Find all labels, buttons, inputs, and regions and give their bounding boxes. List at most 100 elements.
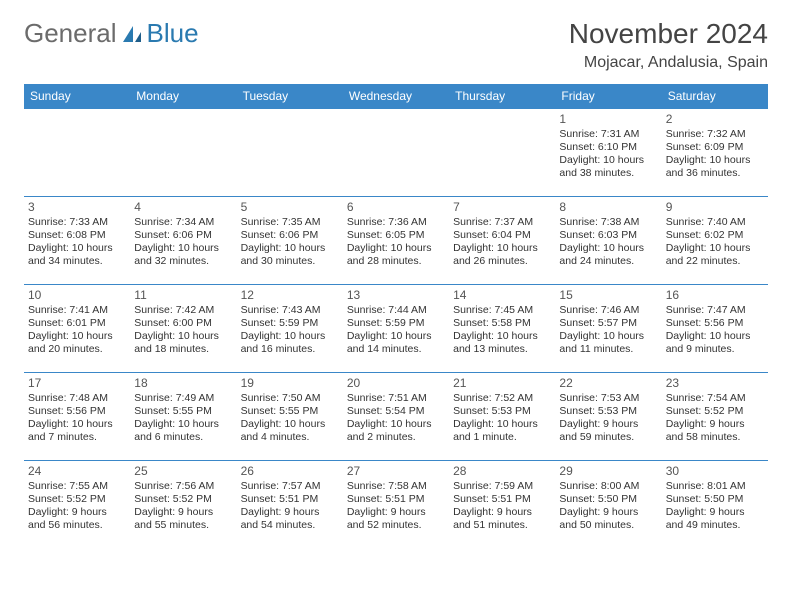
cell-line: Daylight: 10 hours and 16 minutes. — [241, 330, 339, 356]
day-number: 16 — [666, 288, 764, 303]
calendar-cell: 9Sunrise: 7:40 AMSunset: 6:02 PMDaylight… — [662, 197, 768, 285]
cell-line: Daylight: 10 hours and 6 minutes. — [134, 418, 232, 444]
cell-line: Sunset: 5:50 PM — [666, 493, 764, 506]
day-number: 5 — [241, 200, 339, 215]
cell-line: Sunset: 6:01 PM — [28, 317, 126, 330]
day-header: Monday — [130, 84, 236, 109]
calendar-cell: 2Sunrise: 7:32 AMSunset: 6:09 PMDaylight… — [662, 109, 768, 197]
cell-line: Daylight: 10 hours and 24 minutes. — [559, 242, 657, 268]
day-header: Thursday — [449, 84, 555, 109]
day-number: 21 — [453, 376, 551, 391]
calendar-week: 10Sunrise: 7:41 AMSunset: 6:01 PMDayligh… — [24, 285, 768, 373]
day-number: 1 — [559, 112, 657, 127]
cell-line: Sunset: 5:56 PM — [666, 317, 764, 330]
cell-line: Daylight: 9 hours and 58 minutes. — [666, 418, 764, 444]
day-number: 9 — [666, 200, 764, 215]
calendar-cell: 28Sunrise: 7:59 AMSunset: 5:51 PMDayligh… — [449, 461, 555, 549]
calendar-cell — [237, 109, 343, 197]
day-number: 13 — [347, 288, 445, 303]
cell-line: Sunset: 5:56 PM — [28, 405, 126, 418]
day-header: Sunday — [24, 84, 130, 109]
day-number: 27 — [347, 464, 445, 479]
day-number: 2 — [666, 112, 764, 127]
day-number: 30 — [666, 464, 764, 479]
calendar-cell: 29Sunrise: 8:00 AMSunset: 5:50 PMDayligh… — [555, 461, 661, 549]
cell-line: Sunrise: 7:47 AM — [666, 304, 764, 317]
day-number: 22 — [559, 376, 657, 391]
day-number: 15 — [559, 288, 657, 303]
calendar-cell — [343, 109, 449, 197]
cell-line: Sunset: 6:10 PM — [559, 141, 657, 154]
cell-line: Sunset: 5:52 PM — [28, 493, 126, 506]
calendar-cell: 13Sunrise: 7:44 AMSunset: 5:59 PMDayligh… — [343, 285, 449, 373]
cell-line: Sunset: 6:09 PM — [666, 141, 764, 154]
cell-line: Daylight: 10 hours and 14 minutes. — [347, 330, 445, 356]
day-header: Tuesday — [237, 84, 343, 109]
cell-line: Sunrise: 7:50 AM — [241, 392, 339, 405]
cell-line: Sunrise: 7:32 AM — [666, 128, 764, 141]
day-number: 17 — [28, 376, 126, 391]
cell-line: Sunrise: 7:35 AM — [241, 216, 339, 229]
header: General Blue November 2024 Mojacar, Anda… — [24, 18, 768, 72]
day-number: 10 — [28, 288, 126, 303]
cell-line: Sunrise: 7:53 AM — [559, 392, 657, 405]
cell-line: Daylight: 10 hours and 22 minutes. — [666, 242, 764, 268]
cell-line: Sunrise: 7:34 AM — [134, 216, 232, 229]
cell-line: Sunrise: 7:33 AM — [28, 216, 126, 229]
calendar-week: 17Sunrise: 7:48 AMSunset: 5:56 PMDayligh… — [24, 373, 768, 461]
cell-line: Daylight: 9 hours and 59 minutes. — [559, 418, 657, 444]
cell-line: Sunrise: 7:43 AM — [241, 304, 339, 317]
cell-line: Daylight: 9 hours and 52 minutes. — [347, 506, 445, 532]
cell-line: Sunset: 6:08 PM — [28, 229, 126, 242]
cell-line: Sunrise: 7:56 AM — [134, 480, 232, 493]
calendar-cell: 12Sunrise: 7:43 AMSunset: 5:59 PMDayligh… — [237, 285, 343, 373]
calendar-grid: SundayMondayTuesdayWednesdayThursdayFrid… — [24, 84, 768, 549]
cell-line: Sunrise: 7:36 AM — [347, 216, 445, 229]
cell-line: Sunrise: 7:46 AM — [559, 304, 657, 317]
cell-line: Sunset: 5:53 PM — [559, 405, 657, 418]
cell-line: Daylight: 10 hours and 36 minutes. — [666, 154, 764, 180]
calendar-cell: 6Sunrise: 7:36 AMSunset: 6:05 PMDaylight… — [343, 197, 449, 285]
cell-line: Daylight: 9 hours and 49 minutes. — [666, 506, 764, 532]
cell-line: Daylight: 10 hours and 20 minutes. — [28, 330, 126, 356]
cell-line: Sunset: 6:06 PM — [241, 229, 339, 242]
calendar-cell: 22Sunrise: 7:53 AMSunset: 5:53 PMDayligh… — [555, 373, 661, 461]
day-number: 18 — [134, 376, 232, 391]
cell-line: Sunrise: 7:49 AM — [134, 392, 232, 405]
cell-line: Daylight: 10 hours and 32 minutes. — [134, 242, 232, 268]
calendar-cell: 8Sunrise: 7:38 AMSunset: 6:03 PMDaylight… — [555, 197, 661, 285]
cell-line: Daylight: 9 hours and 55 minutes. — [134, 506, 232, 532]
day-number: 26 — [241, 464, 339, 479]
cell-line: Sunset: 5:59 PM — [241, 317, 339, 330]
cell-line: Sunset: 5:55 PM — [241, 405, 339, 418]
cell-line: Sunset: 5:58 PM — [453, 317, 551, 330]
month-title: November 2024 — [569, 18, 768, 50]
calendar-cell: 7Sunrise: 7:37 AMSunset: 6:04 PMDaylight… — [449, 197, 555, 285]
cell-line: Daylight: 10 hours and 13 minutes. — [453, 330, 551, 356]
cell-line: Sunset: 6:02 PM — [666, 229, 764, 242]
cell-line: Sunset: 5:55 PM — [134, 405, 232, 418]
cell-line: Daylight: 10 hours and 2 minutes. — [347, 418, 445, 444]
cell-line: Sunrise: 7:40 AM — [666, 216, 764, 229]
cell-line: Sunrise: 7:31 AM — [559, 128, 657, 141]
cell-line: Sunset: 5:54 PM — [347, 405, 445, 418]
calendar-cell — [24, 109, 130, 197]
calendar-cell — [130, 109, 236, 197]
cell-line: Sunset: 5:59 PM — [347, 317, 445, 330]
calendar-cell: 14Sunrise: 7:45 AMSunset: 5:58 PMDayligh… — [449, 285, 555, 373]
day-number: 14 — [453, 288, 551, 303]
calendar-cell: 15Sunrise: 7:46 AMSunset: 5:57 PMDayligh… — [555, 285, 661, 373]
cell-line: Daylight: 10 hours and 1 minute. — [453, 418, 551, 444]
calendar-cell: 4Sunrise: 7:34 AMSunset: 6:06 PMDaylight… — [130, 197, 236, 285]
cell-line: Daylight: 9 hours and 56 minutes. — [28, 506, 126, 532]
cell-line: Sunset: 6:04 PM — [453, 229, 551, 242]
calendar-cell: 23Sunrise: 7:54 AMSunset: 5:52 PMDayligh… — [662, 373, 768, 461]
cell-line: Sunset: 6:03 PM — [559, 229, 657, 242]
day-number: 23 — [666, 376, 764, 391]
day-header: Friday — [555, 84, 661, 109]
day-header: Saturday — [662, 84, 768, 109]
cell-line: Sunset: 5:53 PM — [453, 405, 551, 418]
cell-line: Daylight: 9 hours and 50 minutes. — [559, 506, 657, 532]
cell-line: Sunrise: 8:00 AM — [559, 480, 657, 493]
cell-line: Sunrise: 7:45 AM — [453, 304, 551, 317]
